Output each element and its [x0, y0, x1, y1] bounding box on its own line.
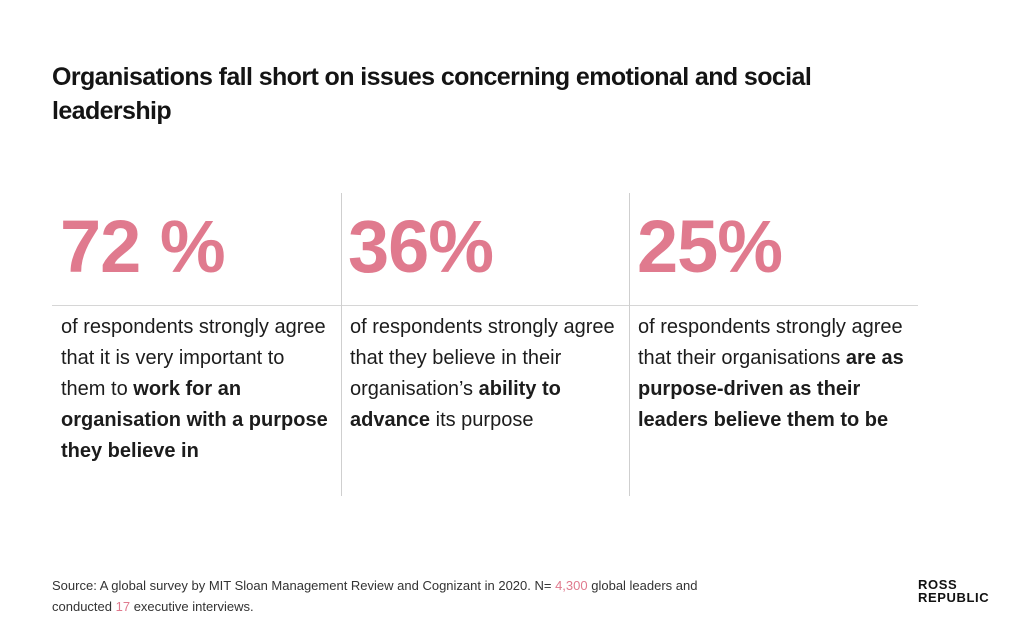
chart-title: Organisations fall short on issues conce…: [52, 63, 812, 125]
desc-1-emphasis: work for an organisation with a purpose …: [61, 378, 328, 462]
stat-description-2: of respondents strongly agree that they …: [350, 312, 620, 436]
logo-line-1: ROSS: [918, 577, 958, 592]
source-text-2: global leaders and conducted: [52, 578, 698, 614]
stat-value-1: 72 %: [60, 205, 226, 288]
source-interview-count: 17: [115, 599, 131, 614]
source-text-1: Source: A global survey by MIT Sloan Man…: [52, 578, 556, 593]
vertical-divider-1: [341, 193, 342, 496]
ross-republic-logo: ROSS REPUBLIC: [918, 578, 989, 604]
source-note: Source: A global survey by MIT Sloan Man…: [52, 575, 752, 617]
desc-2-text: of respondents strongly agree that they …: [350, 316, 615, 400]
horizontal-divider: [52, 305, 918, 306]
stat-description-3: of respondents strongly agree that their…: [638, 312, 908, 436]
stat-description-1: of respondents strongly agree that it is…: [61, 312, 331, 467]
desc-1-text: of respondents strongly agree that it is…: [61, 316, 326, 400]
vertical-divider-2: [629, 193, 630, 496]
stat-value-2: 36%: [348, 205, 494, 288]
desc-3-text: of respondents strongly agree that their…: [638, 316, 903, 369]
desc-3-emphasis: are as purpose-driven as their leaders b…: [638, 347, 904, 431]
source-leader-count: 4,300: [555, 578, 588, 593]
logo-line-2: REPUBLIC: [918, 590, 990, 605]
desc-2-tail: its purpose: [430, 409, 534, 431]
desc-2-emphasis: ability to advance: [350, 378, 561, 431]
stat-value-3: 25%: [637, 205, 783, 288]
source-text-3: executive interviews.: [130, 599, 254, 614]
